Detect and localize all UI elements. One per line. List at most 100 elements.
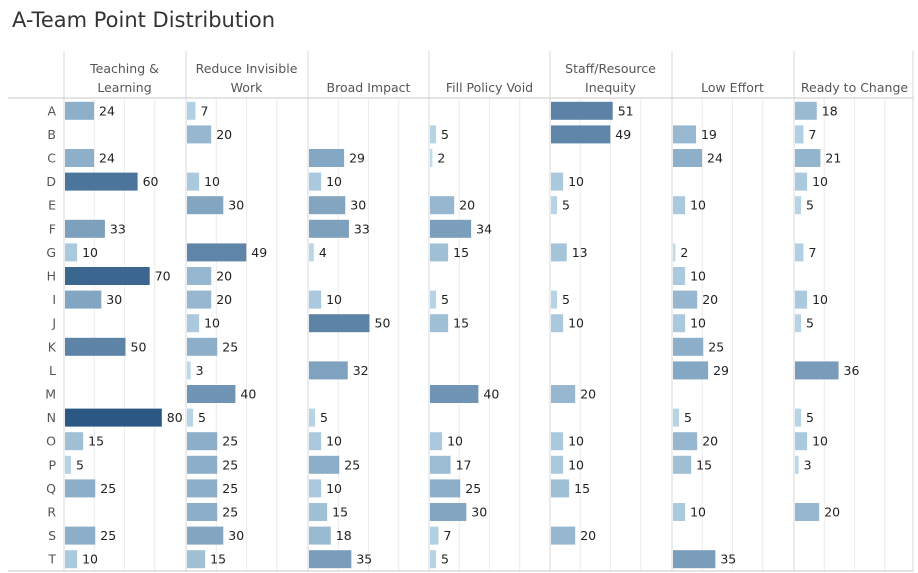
row-label: E <box>48 198 56 213</box>
row-label: P <box>48 457 56 472</box>
bar <box>673 337 704 356</box>
bar <box>430 526 439 545</box>
bar <box>309 314 370 333</box>
bar-value-label: 10 <box>690 316 706 331</box>
bar-value-label: 10 <box>447 434 463 449</box>
bar-value-label: 10 <box>690 198 706 213</box>
bar-value-label: 2 <box>680 245 688 260</box>
bar-value-label: 5 <box>198 410 206 425</box>
row-label: R <box>47 505 56 520</box>
bar <box>795 243 804 262</box>
row-label: F <box>49 221 56 236</box>
bar-value-label: 34 <box>476 221 492 236</box>
bar-value-label: 25 <box>100 481 116 496</box>
bar-value-label: 40 <box>240 387 256 402</box>
bar-value-label: 18 <box>822 103 838 118</box>
row-label: H <box>47 269 56 284</box>
bar <box>430 479 461 498</box>
bar <box>65 243 78 262</box>
bar-value-label: 10 <box>812 292 828 307</box>
bar <box>430 196 455 215</box>
bar-value-label: 29 <box>349 151 365 166</box>
row-label: N <box>47 410 56 425</box>
bar <box>673 503 686 521</box>
bar <box>65 432 84 451</box>
bar-value-label: 10 <box>568 174 584 189</box>
bar-value-label: 5 <box>806 410 814 425</box>
bar <box>65 337 126 356</box>
bar-value-label: 20 <box>459 198 475 213</box>
bar-value-label: 30 <box>106 292 122 307</box>
row-label: I <box>52 292 56 307</box>
bar-value-label: 70 <box>155 269 171 284</box>
bar-value-label: 5 <box>441 292 449 307</box>
bar-value-label: 25 <box>344 457 360 472</box>
bar-value-label: 5 <box>684 410 692 425</box>
bar <box>65 526 96 545</box>
bar <box>551 385 576 403</box>
bar-value-label: 5 <box>562 292 570 307</box>
bar-value-label: 20 <box>580 528 596 543</box>
bar <box>187 337 218 356</box>
bar-value-label: 30 <box>228 198 244 213</box>
bar-value-label: 10 <box>204 316 220 331</box>
bar-value-label: 25 <box>465 481 481 496</box>
bar <box>795 432 808 451</box>
bar-value-label: 25 <box>222 481 238 496</box>
bar <box>309 503 328 521</box>
bar <box>673 455 692 474</box>
bar <box>795 196 802 215</box>
bar-value-label: 50 <box>375 316 391 331</box>
bar-value-label: 5 <box>76 457 84 472</box>
bar-value-label: 10 <box>326 434 342 449</box>
bar <box>430 149 433 167</box>
bar <box>551 526 576 545</box>
bar <box>795 408 802 427</box>
bar-value-label: 18 <box>336 528 352 543</box>
bar <box>551 196 558 215</box>
bar-value-label: 80 <box>167 410 183 425</box>
bar-value-label: 49 <box>615 127 631 142</box>
column-header-label: Fill Policy Void <box>446 80 533 95</box>
bar-value-label: 7 <box>200 103 208 118</box>
bar <box>430 385 479 403</box>
bar-value-label: 20 <box>824 505 840 520</box>
row-label: J <box>51 316 56 331</box>
bar-value-label: 7 <box>443 528 451 543</box>
bar <box>430 219 472 238</box>
bar <box>673 196 686 215</box>
column-header-label: Low Effort <box>701 80 764 95</box>
bar <box>430 243 449 262</box>
bar <box>551 455 564 474</box>
bar <box>795 290 808 309</box>
bar-value-label: 33 <box>354 221 370 236</box>
bar-value-label: 49 <box>251 245 267 260</box>
row-label: O <box>46 434 56 449</box>
row-label: K <box>48 339 57 354</box>
bar-value-label: 29 <box>713 363 729 378</box>
bar-value-label: 20 <box>580 387 596 402</box>
bar <box>65 101 95 120</box>
bar <box>65 267 150 285</box>
bar <box>795 172 808 191</box>
bar <box>187 432 218 451</box>
bar-value-label: 35 <box>356 552 372 567</box>
bar <box>795 455 799 474</box>
bar-value-label: 25 <box>100 528 116 543</box>
bar <box>309 196 346 215</box>
bar <box>309 432 322 451</box>
bar-value-label: 50 <box>131 339 147 354</box>
bar-value-label: 35 <box>720 552 736 567</box>
bar-value-label: 3 <box>804 457 812 472</box>
bar-value-label: 10 <box>204 174 220 189</box>
bar <box>309 550 352 569</box>
bar-value-label: 13 <box>572 245 588 260</box>
bar <box>187 361 191 380</box>
bar <box>673 267 686 285</box>
bar-value-label: 36 <box>844 363 860 378</box>
bar-value-label: 51 <box>618 103 634 118</box>
bar-value-label: 30 <box>228 528 244 543</box>
bar-value-label: 25 <box>222 339 238 354</box>
bar-value-label: 10 <box>690 505 706 520</box>
